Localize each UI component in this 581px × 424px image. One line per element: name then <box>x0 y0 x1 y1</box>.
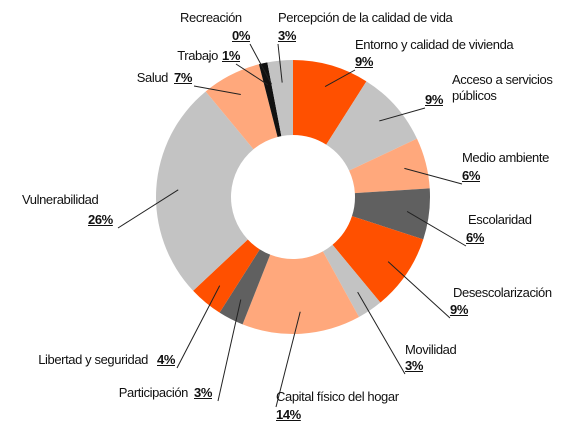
leader-line <box>406 210 467 247</box>
slice <box>205 64 278 150</box>
value-label: 3% <box>405 358 423 373</box>
value-label: 4% <box>157 352 175 367</box>
slice-label: Medio ambiente <box>462 150 549 165</box>
value-label: 0% <box>232 28 250 43</box>
slice <box>326 81 417 171</box>
slice-label: Vulnerabilidad <box>22 192 99 207</box>
slice-label: Participación <box>118 385 189 400</box>
slice-label: Movilidad <box>405 342 457 357</box>
slice-label: Percepción de la calidad de vida <box>278 10 453 25</box>
slice <box>322 244 381 318</box>
value-label: 9% <box>450 302 468 317</box>
slice <box>242 251 360 334</box>
leader-line <box>277 43 283 83</box>
slice-label: Recreación <box>180 10 242 25</box>
value-label: 9% <box>355 54 373 69</box>
slice <box>156 91 254 291</box>
leader-line <box>379 107 426 122</box>
leader-line <box>176 285 221 369</box>
slice-label: Capital físico del hogar <box>276 389 399 404</box>
leader-line <box>404 167 463 185</box>
value-label: 3% <box>278 28 296 43</box>
leader-line <box>193 85 241 96</box>
slice-label: Libertad y seguridad <box>38 352 148 367</box>
leader-line <box>117 189 179 229</box>
value-label: 7% <box>174 70 192 85</box>
slice <box>267 60 293 137</box>
slice-label: Entorno y calidad de vivienda <box>355 37 514 52</box>
slice-label: Escolaridad <box>468 212 532 227</box>
leader-line <box>324 69 356 88</box>
slice-label: Desescolarización <box>453 285 552 300</box>
leader-line <box>217 299 242 402</box>
slice <box>193 239 260 313</box>
slice-label: Acceso a servicios públicos <box>452 72 553 103</box>
slice <box>351 188 431 240</box>
leader-line <box>275 311 301 408</box>
slice <box>258 62 282 137</box>
value-label: 1% <box>222 48 240 63</box>
slice <box>349 138 430 194</box>
value-label: 9% <box>425 92 443 107</box>
slice-label: Trabajo <box>177 48 218 63</box>
slice <box>332 216 424 303</box>
value-label: 6% <box>462 168 480 183</box>
value-label: 14% <box>276 407 301 422</box>
leader-line <box>249 43 272 85</box>
leader-line <box>387 261 451 319</box>
value-label: 6% <box>466 230 484 245</box>
value-label: 3% <box>194 385 212 400</box>
leader-line <box>357 291 406 375</box>
leader-line <box>235 63 269 86</box>
value-label: 26% <box>88 212 113 227</box>
slice <box>219 249 271 325</box>
slice <box>293 60 367 145</box>
slice-label: Salud <box>136 70 169 85</box>
